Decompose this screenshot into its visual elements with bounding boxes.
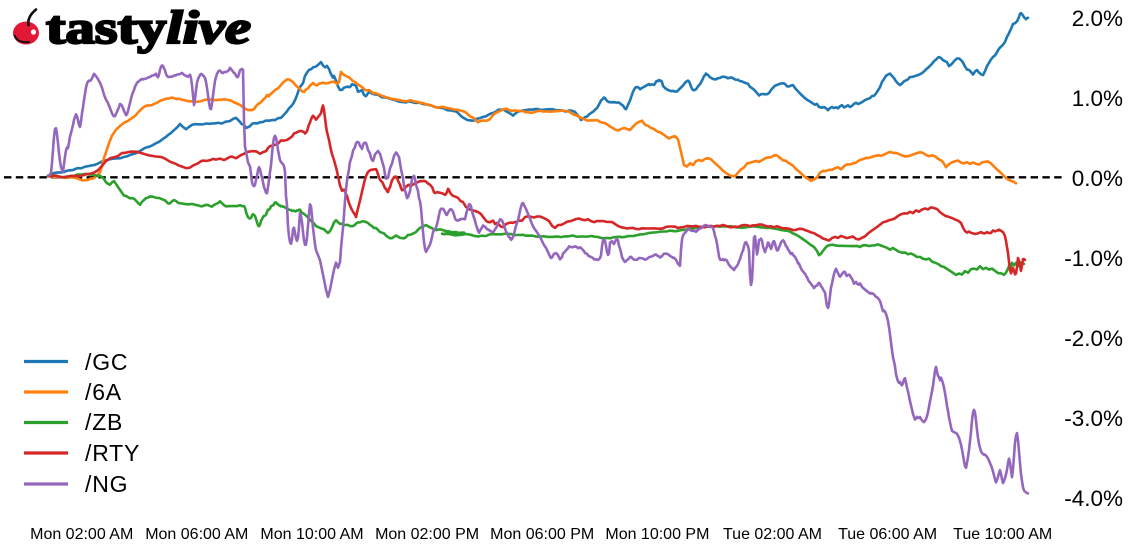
svg-text:-4.0%: -4.0%	[1064, 486, 1123, 511]
svg-text:Tue 02:00 AM: Tue 02:00 AM	[723, 526, 822, 543]
svg-text:0.0%: 0.0%	[1072, 166, 1123, 191]
svg-text:/6A: /6A	[85, 379, 122, 405]
svg-text:/ZB: /ZB	[85, 409, 123, 435]
svg-text:Mon 02:00 PM: Mon 02:00 PM	[375, 526, 479, 543]
svg-text:Mon 02:00 AM: Mon 02:00 AM	[30, 526, 133, 543]
svg-text:/GC: /GC	[85, 349, 128, 375]
svg-text:-2.0%: -2.0%	[1064, 326, 1123, 351]
svg-text:Tue 06:00 AM: Tue 06:00 AM	[838, 526, 937, 543]
svg-text:/NG: /NG	[85, 471, 128, 497]
svg-text:-1.0%: -1.0%	[1064, 246, 1123, 271]
svg-text:Tue 10:00 AM: Tue 10:00 AM	[953, 526, 1052, 543]
svg-text:/RTY: /RTY	[85, 440, 140, 466]
svg-text:1.0%: 1.0%	[1072, 86, 1123, 111]
svg-text:Mon 10:00 AM: Mon 10:00 AM	[260, 526, 363, 543]
svg-text:2.0%: 2.0%	[1072, 6, 1123, 31]
svg-text:Mon 06:00 AM: Mon 06:00 AM	[145, 526, 248, 543]
svg-text:Mon 10:00 PM: Mon 10:00 PM	[605, 526, 709, 543]
svg-text:-3.0%: -3.0%	[1064, 406, 1123, 431]
svg-text:Mon 06:00 PM: Mon 06:00 PM	[490, 526, 594, 543]
